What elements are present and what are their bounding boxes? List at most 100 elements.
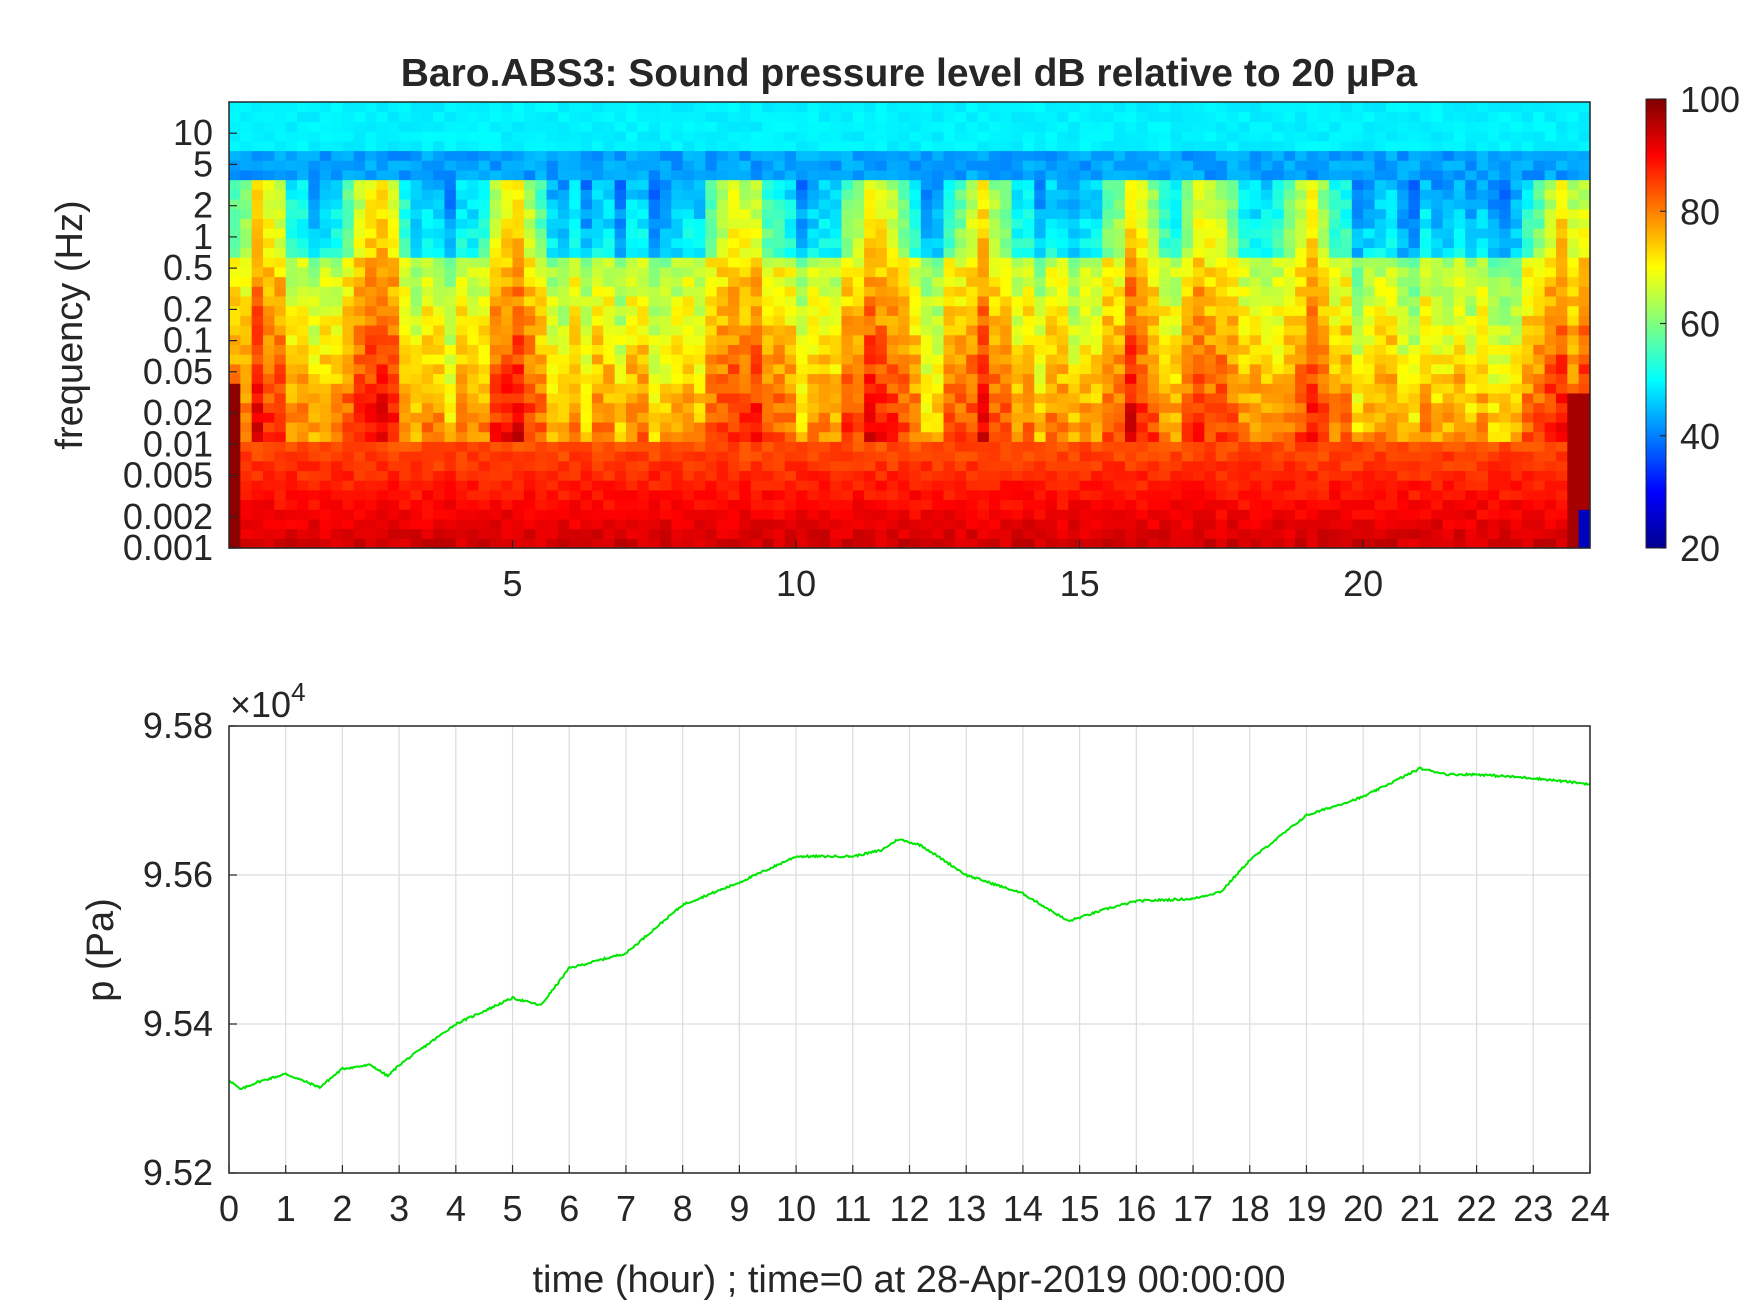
heatmap-cell [1272,499,1285,510]
heatmap-cell [864,421,877,433]
heatmap-cell [659,373,672,384]
heatmap-cell [625,528,638,539]
heatmap-cell [1329,131,1342,142]
heatmap-cell [1340,315,1353,326]
heatmap-cell [1419,499,1432,510]
heatmap-cell [251,354,264,365]
heatmap-cell [875,402,888,413]
heatmap-cell [1102,538,1115,549]
heatmap-cell [342,383,355,394]
heatmap-cell [1113,334,1126,345]
heatmap-cell [614,538,627,549]
heatmap-cell [387,480,400,491]
heatmap-cell [932,276,945,287]
heatmap-cell [773,325,786,336]
heatmap-cell [943,518,956,530]
heatmap-cell [1329,392,1342,404]
heatmap-cell [716,518,729,530]
heatmap-cell [1340,218,1353,229]
heatmap-cell [750,538,763,549]
heatmap-cell [1079,499,1092,510]
heatmap-cell [1204,412,1217,423]
heatmap-cell [886,538,899,549]
heatmap-cell [1056,150,1069,161]
heatmap-cell [399,286,412,297]
heatmap-cell [784,218,797,229]
heatmap-cell [943,276,956,287]
heatmap-cell [1397,334,1410,345]
heatmap-cell [1419,460,1432,472]
heatmap-cell [376,392,389,404]
heatmap-cell [1159,518,1171,530]
heatmap-cell [1181,121,1194,132]
heatmap-cell [1238,305,1251,316]
heatmap-cell [274,111,287,122]
heatmap-cell [784,140,797,152]
heatmap-cell [966,266,979,278]
heatmap-cell [682,266,695,278]
heatmap-cell [1295,266,1308,278]
heatmap-cell [319,460,332,472]
heatmap-cell [1193,460,1205,472]
heatmap-cell [1397,198,1410,210]
heatmap-cell [399,480,412,491]
heatmap-cell [1295,441,1308,452]
heatmap-cell [263,412,275,423]
heatmap-cell [274,276,287,287]
heatmap-cell [841,315,854,326]
heatmap-cell [1306,528,1319,539]
heatmap-cell [818,334,831,345]
heatmap-cell [331,363,344,375]
heatmap-cell [557,489,570,501]
heatmap-cell [240,383,253,394]
heatmap-cell [1419,305,1432,316]
heatmap-cell [455,354,468,365]
heatmap-cell [308,247,321,258]
heatmap-cell [331,218,344,229]
heatmap-cell [977,509,990,520]
heatmap-cell [1011,237,1024,249]
heatmap-cell [1385,295,1398,307]
heatmap-cell [1397,228,1410,239]
heatmap-cell [478,480,491,491]
heatmap-cell [1419,470,1432,481]
heatmap-cell [1022,286,1035,297]
heatmap-cell [1340,538,1353,549]
heatmap-cell [1136,509,1149,520]
heatmap-cell [1045,286,1058,297]
heatmap-cell [501,247,514,258]
heatmap-cell [750,325,763,336]
heatmap-cell [444,412,457,423]
heatmap-cell [1431,189,1444,200]
heatmap-cell [1102,363,1115,375]
heatmap-cell [478,451,491,462]
heatmap-cell [932,334,945,345]
heatmap-cell [1374,421,1387,433]
heatmap-cell [251,392,264,404]
heatmap-cell [614,305,627,316]
heatmap-cell [625,509,638,520]
heatmap-cell [308,257,321,268]
heatmap-cell [1317,518,1330,530]
heatmap-cell [523,111,536,122]
heatmap-cell [512,383,525,394]
heatmap-cell [762,538,774,549]
heatmap-cell [1068,208,1081,219]
heatmap-cell [1136,266,1149,278]
heatmap-cell [365,373,378,384]
heatmap-cell [784,402,797,413]
heatmap-cell [943,363,956,375]
heatmap-cell [251,315,264,326]
heatmap-cell [557,451,570,462]
heatmap-cell [977,276,990,287]
heatmap-cell [1306,363,1319,375]
heatmap-cell [229,480,241,491]
heatmap-cell [1011,480,1024,491]
heatmap-cell [1351,218,1364,229]
heatmap-cell [591,160,604,171]
heatmap-cell [1385,208,1398,219]
heatmap-cell [240,160,253,171]
heatmap-cell [1124,538,1137,549]
heatmap-cell [331,412,344,423]
heatmap-cell [1317,102,1330,113]
